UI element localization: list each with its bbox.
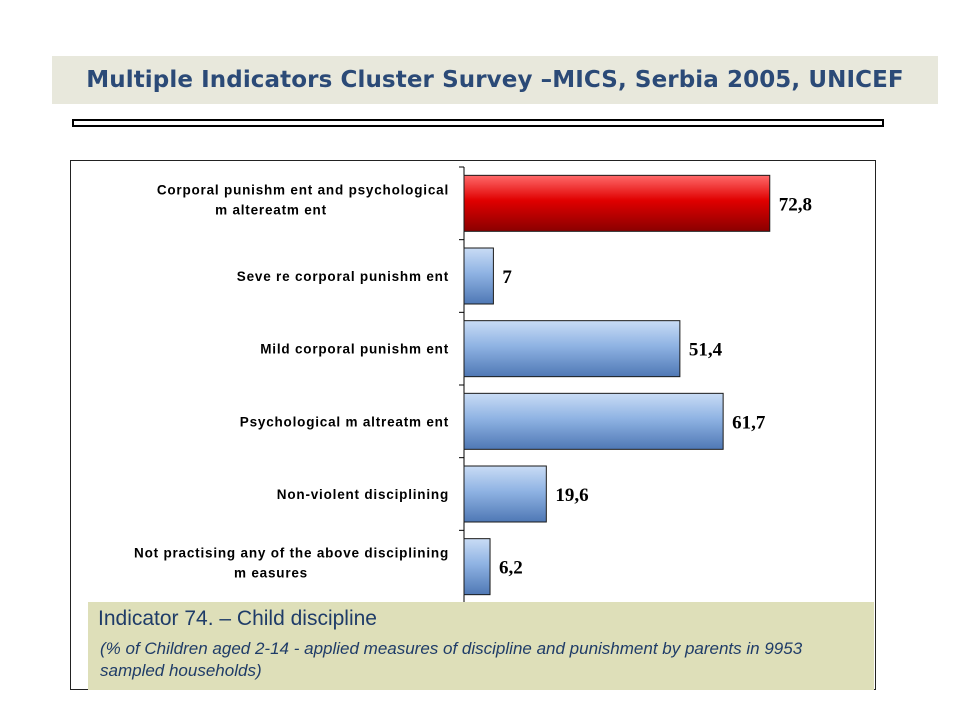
indicator-box: Indicator 74. – Child discipline (% of C…	[88, 602, 874, 690]
category-label: Seve re corporal punishm ent	[237, 269, 449, 284]
indicator-description: (% of Children aged 2-14 - applied measu…	[100, 639, 803, 680]
value-label: 6,2	[499, 558, 523, 579]
bar	[463, 392, 724, 450]
value-label: 72,8	[779, 194, 812, 215]
category-label: Non-violent disciplining	[277, 487, 449, 502]
bar	[463, 174, 771, 232]
divider-rule	[72, 119, 884, 127]
title-banner: Multiple Indicators Cluster Survey –MICS…	[52, 56, 938, 104]
bar	[463, 465, 547, 523]
value-label: 19,6	[555, 485, 588, 506]
bar	[463, 538, 491, 596]
page-title: Multiple Indicators Cluster Survey –MICS…	[86, 67, 904, 93]
bar	[463, 247, 494, 305]
bar-chart: 72,8 Corporal punishm ent and psychologic…	[134, 166, 812, 604]
value-label: 61,7	[732, 412, 766, 433]
chart-frame: 72,8 Corporal punishm ent and psychologic…	[70, 160, 876, 690]
value-label: 7	[502, 267, 512, 288]
category-label: Mild corporal punishm ent	[260, 342, 449, 357]
category-label: Not practising any of the above discipli…	[134, 546, 449, 581]
category-label: Corporal punishm ent and psychological m …	[157, 182, 449, 217]
value-label: 51,4	[689, 340, 723, 361]
bar	[463, 320, 681, 378]
category-label: Psychological m altreatm ent	[240, 414, 449, 429]
indicator-title: Indicator 74. – Child discipline	[98, 607, 377, 630]
